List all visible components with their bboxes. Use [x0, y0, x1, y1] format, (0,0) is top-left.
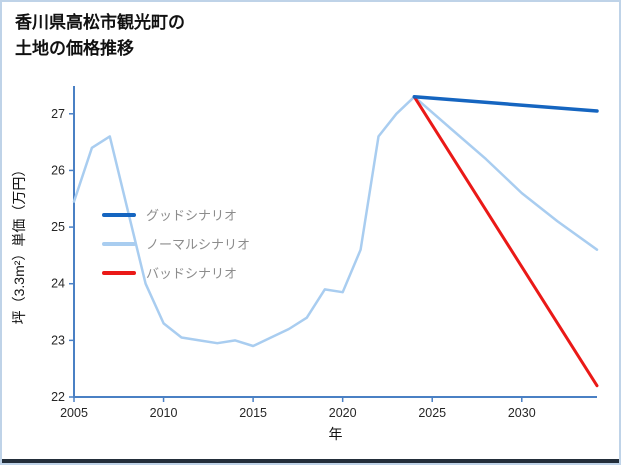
y-tick-label: 22 — [51, 390, 65, 404]
x-tick-label: 2025 — [418, 406, 446, 420]
legend-swatch-good — [102, 212, 136, 217]
legend-item-normal-scenario: ノーマルシナリオ — [102, 234, 250, 253]
y-tick-label: 26 — [51, 163, 65, 177]
x-tick-label: 2020 — [329, 406, 357, 420]
legend-swatch-normal — [102, 241, 136, 246]
legend: グッドシナリオ ノーマルシナリオ バッドシナリオ — [102, 205, 250, 282]
bottom-edge-bar — [2, 459, 619, 463]
legend-swatch-bad — [102, 270, 136, 275]
legend-label-normal: ノーマルシナリオ — [146, 237, 251, 252]
legend-item-good-scenario: グッドシナリオ — [102, 205, 250, 224]
x-tick-label: 2030 — [508, 406, 536, 420]
y-axis-title: 坪（3.3m²）単価（万円） — [11, 163, 27, 325]
x-tick-label: 2005 — [60, 406, 88, 420]
legend-label-good: グッドシナリオ — [146, 208, 238, 223]
series-line — [72, 95, 599, 348]
page-title: 香川県高松市観光町の 土地の価格推移 — [15, 13, 185, 58]
legend-label-bad: バッドシナリオ — [146, 266, 238, 281]
x-tick-label: 2015 — [239, 406, 267, 420]
y-tick-label: 23 — [51, 333, 65, 347]
y-tick-label: 24 — [51, 277, 65, 291]
series-line — [412, 95, 599, 113]
series-line — [412, 95, 599, 388]
y-tick-label: 27 — [51, 107, 65, 121]
legend-item-bad-scenario: バッドシナリオ — [102, 263, 250, 282]
x-tick-label: 2010 — [150, 406, 178, 420]
y-tick-label: 25 — [51, 220, 65, 234]
x-axis-title: 年 — [329, 426, 343, 442]
